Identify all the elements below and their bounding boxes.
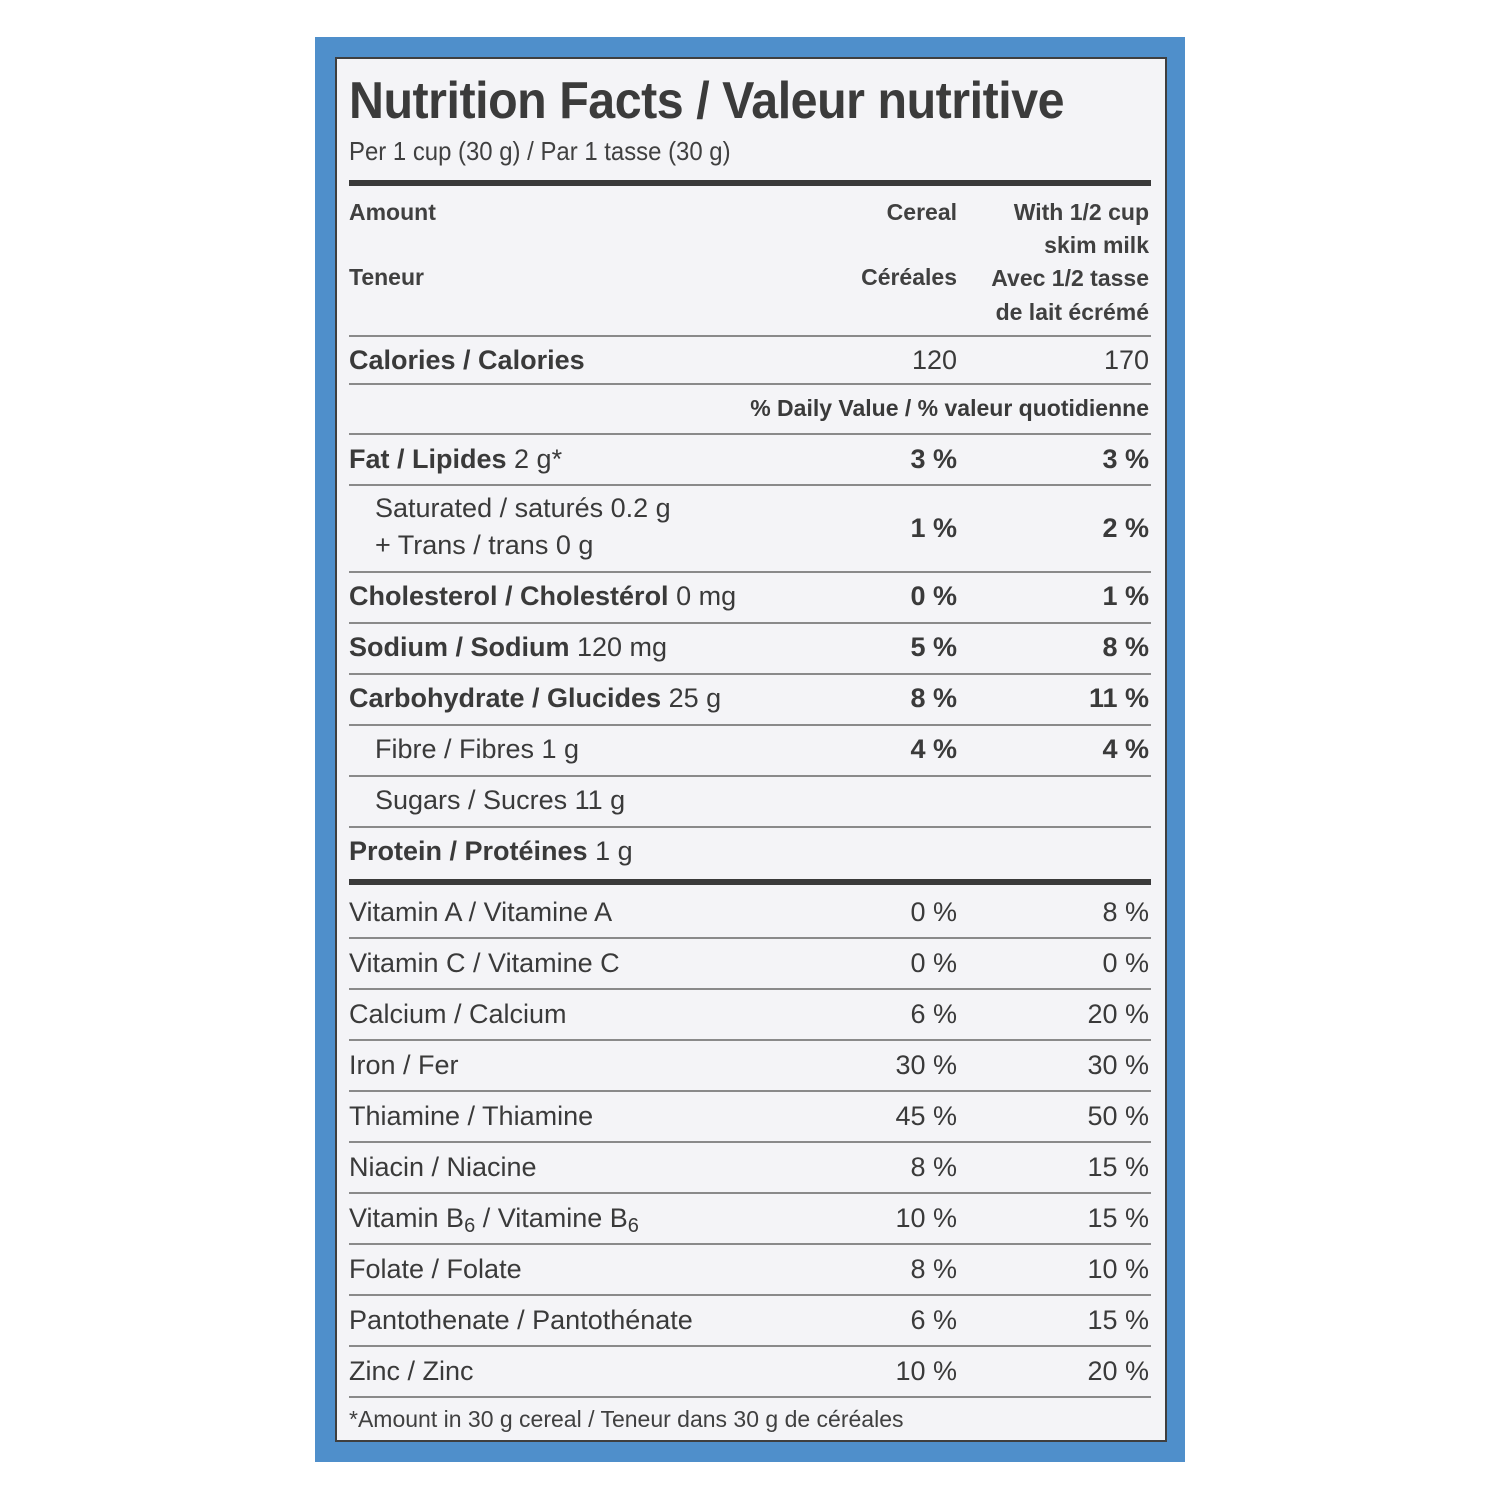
footnote: *Amount in 30 g cereal / Teneur dans 30 … [349,1406,904,1432]
divider [349,673,1151,675]
vitamin-label: Pantothenate / Pantothénate [349,1305,693,1335]
nutrient-milk-dv: 8 % [1102,632,1149,662]
divider-thick-vitamins [349,879,1151,885]
divider [349,775,1151,777]
nutrient-label: Fibre / Fibres 1 g [375,734,580,764]
nutrient-cereal-dv: 1 % [910,513,957,543]
nutrient-label: Fat / Lipides 2 g* [349,444,563,474]
vitamin-milk-dv: 0 % [1102,948,1149,978]
vitamin-milk-dv: 15 % [1087,1203,1149,1233]
header-milk-en-2: skim milk [1044,232,1149,258]
nutrient-milk-dv: 1 % [1102,581,1149,611]
serving-size: Per 1 cup (30 g) / Par 1 tasse (30 g) [349,136,731,166]
divider [349,1039,1151,1041]
vitamin-cereal-dv: 30 % [895,1050,957,1080]
nutrient-cereal-dv: 3 % [910,444,957,474]
vitamin-milk-dv: 8 % [1102,897,1149,927]
divider [349,826,1151,828]
vitamin-cereal-dv: 6 % [910,999,957,1029]
nutrient-milk-dv: 3 % [1102,444,1149,474]
vitamin-label: Vitamin C / Vitamine C [349,948,620,978]
vitamin-label: Thiamine / Thiamine [349,1101,594,1131]
nutrient-cereal-dv: 4 % [910,734,957,764]
nutrient-label: Sugars / Sucres 11 g [375,785,626,815]
nutrient-milk-dv: 11 % [1088,683,1149,713]
vitamin-cereal-dv: 10 % [895,1203,957,1233]
vitamin-cereal-dv: 8 % [910,1152,957,1182]
vitamin-label: Iron / Fer [349,1050,459,1080]
divider [349,1090,1151,1092]
divider [349,1141,1151,1143]
divider [349,724,1151,726]
vitamin-label: Folate / Folate [349,1254,522,1284]
vitamin-milk-dv: 15 % [1087,1305,1149,1335]
calories-cereal: 120 [911,345,957,375]
calories-milk: 170 [1103,345,1149,375]
nutrient-milk-dv: 4 % [1102,734,1149,764]
divider [349,1243,1151,1245]
header-amount: Amount [349,199,436,225]
vitamin-label: Zinc / Zinc [349,1356,474,1386]
header-cereal: Cereal [886,199,957,225]
header-teneur: Teneur [349,264,424,290]
divider-thick-top [349,180,1151,186]
divider [349,484,1151,486]
divider [349,433,1151,435]
nutrient-label: Cholesterol / Cholestérol 0 mg [349,581,737,611]
nutrient-label: Sodium / Sodium 120 mg [349,632,668,662]
nutrient-label: Saturated / saturés 0.2 g [375,493,671,523]
nutrient-cereal-dv: 5 % [910,632,957,662]
vitamin-cereal-dv: 10 % [895,1356,957,1386]
vitamin-label: Vitamin B6 / Vitamine B6 [349,1203,639,1237]
nutrient-label: Carbohydrate / Glucides 25 g [349,683,722,713]
vitamin-milk-dv: 15 % [1087,1152,1149,1182]
vitamin-milk-dv: 20 % [1087,999,1149,1029]
nutrient-milk-dv: 2 % [1102,513,1149,543]
header-milk-fr-2: de lait écrémé [995,299,1149,325]
divider [349,571,1151,573]
divider [349,988,1151,990]
vitamin-milk-dv: 20 % [1087,1356,1149,1386]
vitamin-cereal-dv: 0 % [910,897,957,927]
divider [349,1192,1151,1194]
header-cereales: Céréales [861,264,957,290]
vitamin-cereal-dv: 8 % [910,1254,957,1284]
divider [349,622,1151,624]
vitamin-label: Calcium / Calcium [349,999,567,1029]
vitamin-milk-dv: 30 % [1087,1050,1149,1080]
vitamin-milk-dv: 10 % [1087,1254,1149,1284]
vitamin-milk-dv: 50 % [1087,1101,1149,1131]
nutrient-label: Protein / Protéines 1 g [349,836,633,866]
divider [349,1396,1151,1398]
nutrient-label: + Trans / trans 0 g [375,530,594,560]
header-milk-fr-1: Avec 1/2 tasse [991,265,1149,291]
divider [349,383,1151,385]
vitamin-cereal-dv: 6 % [910,1305,957,1335]
calories-label: Calories / Calories [349,345,585,375]
vitamin-cereal-dv: 0 % [910,948,957,978]
divider [349,937,1151,939]
vitamin-label: Niacin / Niacine [349,1152,537,1182]
nutrient-cereal-dv: 0 % [910,581,957,611]
divider [349,1345,1151,1347]
label-title: Nutrition Facts / Valeur nutritive [349,72,1065,130]
header-milk-en-1: With 1/2 cup [1013,199,1149,225]
daily-value-header: % Daily Value / % valeur quotidienne [750,395,1149,421]
vitamin-label: Vitamin A / Vitamine A [349,897,613,927]
nutrition-facts-label: Nutrition Facts / Valeur nutritive Per 1… [335,57,1167,1442]
divider [349,335,1151,337]
divider [349,1294,1151,1296]
nutrient-cereal-dv: 8 % [910,683,957,713]
vitamin-cereal-dv: 45 % [895,1101,957,1131]
